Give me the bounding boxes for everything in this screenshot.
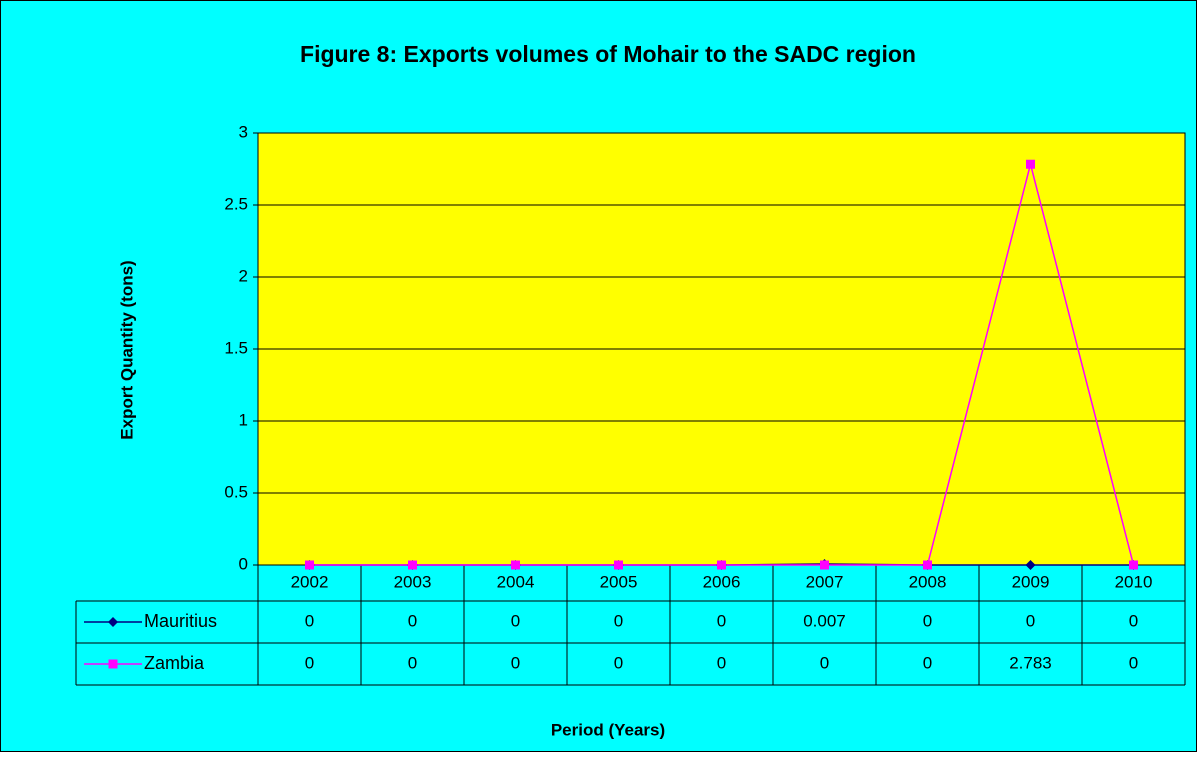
x-tick-label: 2005 — [600, 572, 638, 591]
x-tick-label: 2004 — [497, 572, 535, 591]
y-tick-label: 0 — [239, 554, 248, 573]
marker — [1129, 560, 1138, 570]
y-tick-label: 2 — [239, 266, 248, 285]
table-value: 2.783 — [1009, 653, 1052, 672]
marker — [511, 560, 520, 570]
table-value: 0 — [1129, 611, 1138, 630]
table-value: 0 — [305, 653, 314, 672]
table-value: 0.007 — [803, 611, 846, 630]
x-tick-label: 2006 — [703, 572, 741, 591]
y-tick-label: 3 — [239, 122, 248, 141]
marker — [614, 560, 623, 570]
table-value: 0 — [614, 611, 623, 630]
table-value: 0 — [305, 611, 314, 630]
table-value: 0 — [1026, 611, 1035, 630]
table-value: 0 — [820, 653, 829, 672]
table-value: 0 — [511, 611, 520, 630]
legend-label: Zambia — [144, 653, 205, 673]
table-value: 0 — [614, 653, 623, 672]
marker — [305, 560, 314, 570]
marker — [1026, 159, 1035, 169]
marker — [108, 617, 118, 627]
y-tick-label: 1.5 — [224, 338, 248, 357]
table-value: 0 — [511, 653, 520, 672]
x-tick-label: 2010 — [1115, 572, 1153, 591]
table-value: 0 — [1129, 653, 1138, 672]
x-tick-label: 2007 — [806, 572, 844, 591]
x-tick-label: 2009 — [1012, 572, 1050, 591]
marker — [408, 560, 417, 570]
marker — [717, 560, 726, 570]
y-tick-label: 2.5 — [224, 194, 248, 213]
table-value: 0 — [408, 611, 417, 630]
x-axis-label: Period (Years) — [551, 720, 665, 739]
x-tick-label: 2008 — [909, 572, 947, 591]
y-axis-label: Export Quantity (tons) — [117, 260, 136, 439]
x-tick-label: 2002 — [291, 572, 329, 591]
table-value: 0 — [408, 653, 417, 672]
marker — [820, 560, 829, 570]
chart-title: Figure 8: Exports volumes of Mohair to t… — [300, 41, 916, 67]
table-value: 0 — [717, 653, 726, 672]
table-value: 0 — [717, 611, 726, 630]
marker — [1025, 560, 1036, 570]
marker — [923, 560, 932, 570]
y-tick-label: 0.5 — [224, 482, 248, 501]
table-value: 0 — [923, 611, 932, 630]
y-tick-label: 1 — [239, 410, 248, 429]
legend-label: Mauritius — [144, 611, 217, 631]
x-tick-label: 2003 — [394, 572, 432, 591]
table-value: 0 — [923, 653, 932, 672]
marker — [108, 659, 118, 669]
